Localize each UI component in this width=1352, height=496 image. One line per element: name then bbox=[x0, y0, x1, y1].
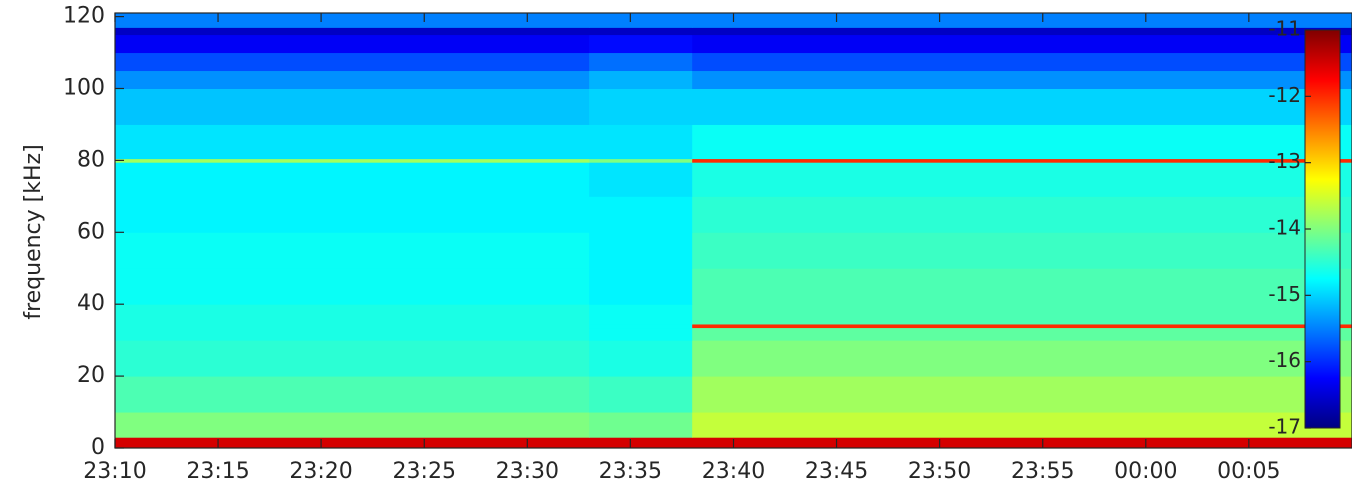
heatmap-cell bbox=[115, 328, 590, 341]
heatmap-cell bbox=[589, 412, 693, 438]
heatmap-cell bbox=[589, 376, 693, 412]
heatmap-cell bbox=[115, 324, 590, 328]
heatmap-cell bbox=[115, 159, 590, 163]
heatmap-cell bbox=[692, 196, 1352, 232]
heatmap-cell bbox=[589, 159, 693, 163]
x-tick-label: 23:55 bbox=[1011, 459, 1074, 484]
heatmap-cell bbox=[589, 35, 693, 53]
heatmap-cell bbox=[589, 27, 693, 35]
heatmap-cell bbox=[589, 196, 693, 232]
heatmap-cell bbox=[692, 88, 1352, 124]
heatmap-cell bbox=[115, 340, 590, 376]
heatmap-cell bbox=[692, 328, 1352, 341]
heatmap-cell bbox=[115, 304, 590, 324]
heatmap-cell bbox=[115, 71, 590, 89]
heatmap-cell bbox=[589, 88, 693, 124]
heatmap-cell bbox=[692, 159, 1352, 163]
colorbar-tick-label: -11 bbox=[1268, 17, 1301, 41]
y-tick-label: 40 bbox=[77, 291, 105, 316]
heatmap-cell bbox=[589, 124, 693, 159]
heatmap-cell bbox=[692, 268, 1352, 304]
heatmap-cell bbox=[115, 53, 590, 71]
heatmap-cell bbox=[589, 437, 693, 448]
x-tick-label: 00:05 bbox=[1217, 459, 1280, 484]
heatmap-cell bbox=[692, 304, 1352, 324]
heatmap-cell bbox=[115, 88, 590, 124]
x-tick-label: 23:10 bbox=[83, 459, 146, 484]
x-tick-label: 23:20 bbox=[289, 459, 352, 484]
heatmap-cell bbox=[692, 340, 1352, 376]
colorbar-tick-label: -15 bbox=[1268, 282, 1301, 306]
heatmap-cell bbox=[692, 437, 1352, 448]
y-tick-label: 0 bbox=[91, 435, 105, 460]
heatmap-cell bbox=[589, 268, 693, 304]
y-axis-label: frequency [kHz] bbox=[21, 144, 46, 319]
x-tick-label: 00:00 bbox=[1114, 459, 1177, 484]
colorbar-tick-label: -16 bbox=[1268, 348, 1301, 372]
heatmap bbox=[115, 13, 1352, 449]
heatmap-cell bbox=[115, 196, 590, 232]
heatmap-cell bbox=[692, 162, 1352, 197]
y-tick-label: 100 bbox=[63, 75, 105, 100]
heatmap-cell bbox=[115, 27, 590, 35]
heatmap-cell bbox=[692, 376, 1352, 412]
heatmap-cell bbox=[115, 35, 590, 53]
x-tick-label: 23:45 bbox=[805, 459, 868, 484]
heatmap-cell bbox=[115, 124, 590, 159]
heatmap-cell bbox=[115, 232, 590, 268]
heatmap-cell bbox=[692, 71, 1352, 89]
colorbar-tick-label: -13 bbox=[1268, 149, 1301, 173]
heatmap-cell bbox=[115, 162, 590, 197]
x-tick-label: 23:50 bbox=[908, 459, 971, 484]
heatmap-cell bbox=[589, 232, 693, 268]
x-tick-label: 23:30 bbox=[496, 459, 559, 484]
heatmap-cell bbox=[115, 13, 590, 28]
chart: 23:10 23:15 23:20 23:25 23:30 23:35 23:40 23:45… bbox=[0, 0, 1352, 496]
heatmap-cell bbox=[692, 35, 1352, 53]
x-tick-label: 23:35 bbox=[599, 459, 662, 484]
heatmap-cell bbox=[692, 232, 1352, 268]
heatmap-cell bbox=[589, 304, 693, 324]
heatmap-cell bbox=[692, 412, 1352, 438]
heatmap-cell bbox=[589, 328, 693, 341]
x-tick-label: 23:15 bbox=[186, 459, 249, 484]
x-tick-label: 23:25 bbox=[393, 459, 456, 484]
heatmap-cell bbox=[589, 162, 693, 197]
heatmap-cell bbox=[115, 412, 590, 438]
page: {"chart_data": { "type": "heatmap", "yla… bbox=[0, 0, 1352, 496]
heatmap-cell bbox=[692, 13, 1352, 28]
heatmap-cell bbox=[589, 13, 693, 28]
y-tick-label: 60 bbox=[77, 219, 105, 244]
heatmap-cell bbox=[589, 53, 693, 71]
heatmap-cell bbox=[692, 27, 1352, 35]
heatmap-cell bbox=[115, 376, 590, 412]
heatmap-cell bbox=[115, 437, 590, 448]
colorbar-tick-label: -12 bbox=[1268, 83, 1301, 107]
heatmap-cell bbox=[692, 53, 1352, 71]
colorbar-tick-label: -17 bbox=[1268, 415, 1301, 439]
heatmap-cell bbox=[589, 324, 693, 328]
y-tick-label: 20 bbox=[77, 363, 105, 388]
heatmap-cell bbox=[589, 340, 693, 376]
y-tick-label: 120 bbox=[63, 4, 105, 29]
colorbar-tick-label: -14 bbox=[1268, 216, 1301, 240]
y-tick-label: 80 bbox=[77, 147, 105, 172]
heatmap-cell bbox=[589, 71, 693, 89]
heatmap-cell bbox=[692, 124, 1352, 159]
heatmap-cell bbox=[692, 324, 1352, 328]
x-tick-label: 23:40 bbox=[702, 459, 765, 484]
heatmap-cell bbox=[115, 268, 590, 304]
